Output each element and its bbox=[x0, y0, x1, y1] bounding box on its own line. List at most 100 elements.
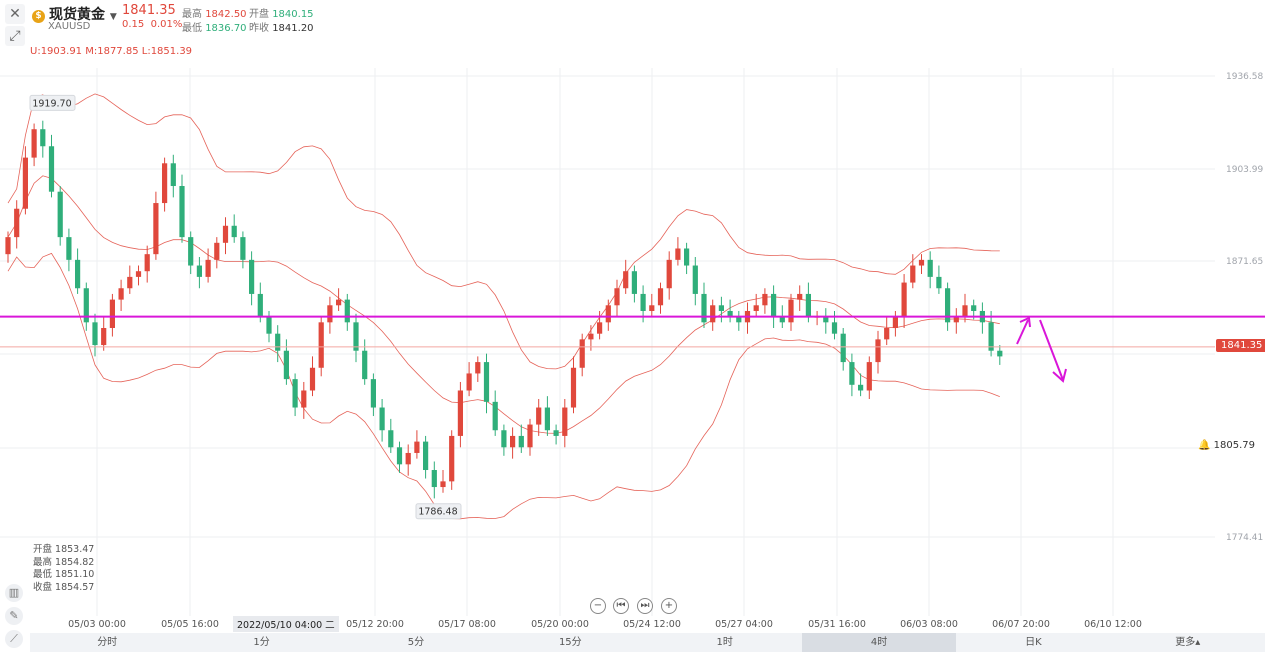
candle-body bbox=[266, 316, 272, 334]
candle-body bbox=[66, 237, 72, 260]
candle-body bbox=[83, 288, 89, 323]
x-tick-label: 05/24 12:00 bbox=[623, 619, 681, 630]
symbol-code: XAUUSD bbox=[48, 21, 91, 32]
candle-body bbox=[370, 379, 376, 408]
candle-body bbox=[396, 447, 403, 465]
alert-price[interactable]: 🔔 1805.79 bbox=[1198, 439, 1255, 451]
candle-body bbox=[631, 271, 637, 294]
candle-body bbox=[788, 299, 794, 323]
timeframe-bar: 分时 1分 5分 15分 1时 4时 日K 更多▴ bbox=[30, 633, 1265, 652]
candle-body bbox=[22, 157, 28, 209]
candle-body bbox=[623, 271, 629, 289]
candle-body bbox=[501, 430, 507, 448]
price-change: 0.15 0.01% bbox=[122, 19, 183, 30]
candle-body bbox=[318, 322, 324, 368]
candle-body bbox=[440, 481, 446, 488]
stat-high: 最高 1842.50 bbox=[182, 9, 247, 20]
symbol-selector[interactable]: $ 现货黄金 ▼ bbox=[32, 4, 117, 24]
expand-icon[interactable]: ⤢ bbox=[5, 26, 25, 46]
scroll-start-button[interactable]: ⏮ bbox=[613, 598, 629, 614]
candle-body bbox=[718, 305, 724, 311]
candle-body bbox=[57, 191, 63, 238]
timeframe-3[interactable]: 15分 bbox=[558, 637, 582, 648]
candle-body bbox=[309, 367, 316, 391]
zoom-out-button[interactable]: − bbox=[590, 598, 606, 614]
scroll-end-button[interactable]: ⏭ bbox=[637, 598, 653, 614]
crosshair-time-label: 2022/05/10 04:00 二 bbox=[233, 616, 339, 632]
candle-body bbox=[492, 401, 498, 431]
timeframe-7[interactable]: 更多▴ bbox=[1175, 637, 1201, 648]
chevron-down-icon: ▼ bbox=[109, 12, 117, 22]
candle-body bbox=[101, 328, 107, 346]
bollinger-bands bbox=[7, 93, 1000, 520]
indicator-icon[interactable]: ▥ bbox=[5, 584, 23, 602]
annotation-label: 1786.48 bbox=[418, 507, 457, 518]
candle-body bbox=[48, 146, 55, 192]
candle-body bbox=[849, 362, 855, 385]
gold-coin-icon: $ bbox=[32, 10, 45, 23]
candle-body bbox=[231, 225, 237, 238]
y-tick-label: 1903.99 bbox=[1226, 165, 1263, 175]
candle-body bbox=[805, 293, 811, 317]
timeframe-5[interactable]: 4时 bbox=[801, 633, 957, 652]
x-axis: 05/03 00:00 05/05 16:00 05/12 20:00 05/17 0… bbox=[68, 619, 1142, 630]
annotation-label: 1919.70 bbox=[32, 98, 71, 109]
candle-body bbox=[649, 305, 655, 311]
candle-body bbox=[75, 259, 81, 289]
candle-body bbox=[605, 305, 611, 323]
boll-lower bbox=[7, 252, 1000, 520]
x-tick-label: 06/10 12:00 bbox=[1084, 619, 1142, 630]
arrow-up-head bbox=[1019, 316, 1031, 328]
ohlc-open: 开盘 1853.47 bbox=[33, 544, 95, 555]
candle-body bbox=[866, 362, 872, 391]
candle-body bbox=[945, 288, 951, 323]
candle-body bbox=[771, 293, 777, 317]
ohlc-high: 最高 1854.82 bbox=[33, 556, 95, 568]
ohlc-panel: 开盘 1853.47 最高 1854.82 最低 1851.10 收盘 1854… bbox=[33, 544, 94, 594]
pencil-icon[interactable]: ✎ bbox=[5, 607, 23, 625]
candle-body bbox=[336, 299, 342, 306]
candle-body bbox=[657, 288, 664, 306]
drawing-tools-icon[interactable]: ⟋ bbox=[5, 630, 23, 648]
candle-body bbox=[466, 373, 472, 391]
zoom-in-button[interactable]: + bbox=[661, 598, 677, 614]
candle-body bbox=[840, 333, 846, 363]
candle-body bbox=[692, 265, 698, 294]
candle-body bbox=[344, 299, 350, 323]
candle-body bbox=[797, 293, 803, 300]
ohlc-close: 收盘 1854.57 bbox=[33, 581, 95, 593]
candle-body bbox=[353, 322, 359, 351]
candle-body bbox=[823, 316, 829, 323]
candle-body bbox=[527, 424, 533, 448]
candle-body bbox=[675, 248, 681, 260]
candle-body bbox=[362, 350, 368, 380]
last-price-tag: 1841.35 bbox=[1216, 338, 1265, 352]
candlestick-chart[interactable]: 1936.58 1903.99 1871.65 1774.41 05/03 00:00… bbox=[0, 68, 1265, 633]
x-tick-label: 05/31 16:00 bbox=[808, 619, 866, 630]
candle-body bbox=[518, 435, 524, 448]
timeframe-6[interactable]: 日K bbox=[1025, 637, 1042, 648]
candle-body bbox=[579, 339, 585, 368]
close-icon[interactable]: ✕ bbox=[5, 4, 25, 24]
timeframe-0[interactable]: 分时 bbox=[97, 637, 118, 648]
candle-body bbox=[988, 322, 994, 351]
candle-body bbox=[222, 225, 229, 243]
stat-low: 最低 1836.70 bbox=[182, 23, 247, 34]
last-price: 1841.35 bbox=[122, 3, 176, 18]
candle-body bbox=[918, 259, 925, 266]
chart-header: ✕ ⤢ $ 现货黄金 ▼ XAUUSD 1841.35 0.15 0.01% 最高… bbox=[0, 0, 1265, 57]
timeframe-1[interactable]: 1分 bbox=[253, 637, 270, 648]
candle-body bbox=[588, 333, 594, 340]
y-tick-label: 1871.65 bbox=[1226, 257, 1263, 267]
candle-body bbox=[962, 305, 968, 317]
candle-body bbox=[562, 407, 568, 436]
candle-body bbox=[953, 316, 959, 323]
candle-body bbox=[762, 293, 768, 306]
timeframe-2[interactable]: 5分 bbox=[407, 637, 425, 648]
candle-body bbox=[249, 259, 255, 294]
timeframe-4[interactable]: 1时 bbox=[716, 637, 733, 648]
boll-upper bbox=[7, 93, 1000, 370]
candle-body bbox=[483, 362, 490, 402]
candle-body bbox=[858, 384, 864, 391]
candle-body bbox=[240, 237, 246, 260]
